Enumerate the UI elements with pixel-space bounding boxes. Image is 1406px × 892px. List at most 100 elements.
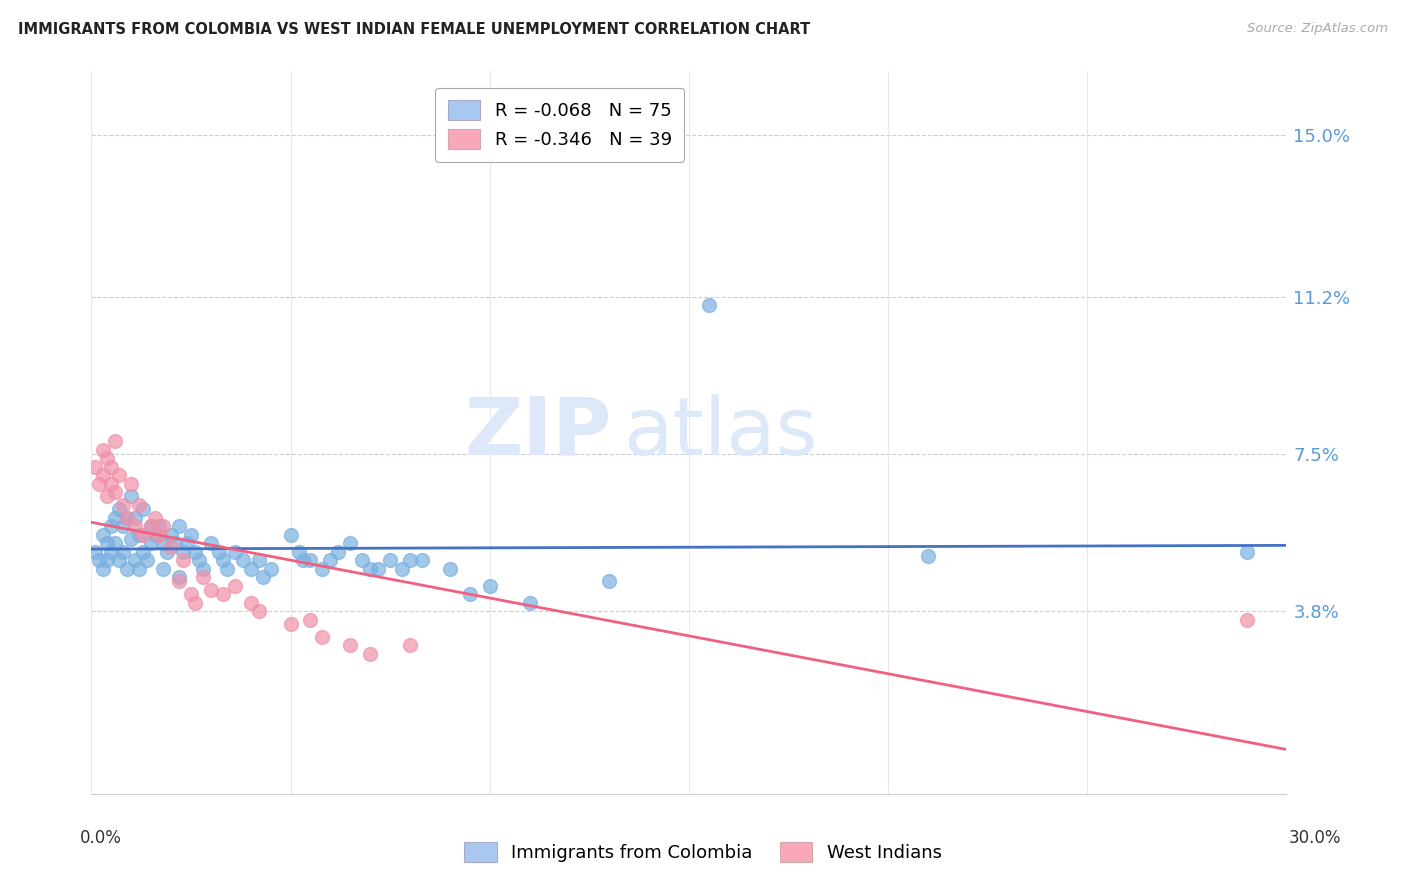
Text: 30.0%: 30.0% (1288, 829, 1341, 847)
Point (84, 459, 107, 474)
Point (96, 489, 118, 503)
Point (697, 298, 720, 312)
Legend: R = -0.068   N = 75, R = -0.346   N = 39: R = -0.068 N = 75, R = -0.346 N = 39 (434, 87, 685, 161)
Point (458, 587, 481, 601)
Point (152, 536, 174, 550)
Point (1236, 613, 1258, 627)
Point (439, 561, 461, 575)
Point (89, 476, 111, 491)
Point (287, 544, 309, 558)
Point (367, 561, 389, 575)
Point (247, 553, 270, 567)
Point (120, 532, 142, 546)
Point (115, 561, 138, 575)
Point (239, 561, 262, 575)
Point (176, 536, 198, 550)
Point (188, 553, 211, 567)
Point (143, 527, 166, 541)
Point (359, 647, 381, 661)
Point (339, 536, 361, 550)
Point (141, 519, 162, 533)
Point (141, 536, 162, 550)
Point (100, 544, 122, 558)
Point (167, 574, 190, 589)
Point (200, 536, 222, 550)
Point (124, 510, 146, 524)
Point (100, 476, 122, 491)
Legend: Immigrants from Colombia, West Indians: Immigrants from Colombia, West Indians (457, 835, 949, 870)
Point (352, 553, 374, 567)
Point (200, 582, 222, 597)
Point (232, 553, 254, 567)
Point (208, 544, 231, 558)
Point (148, 527, 170, 541)
Point (280, 616, 302, 631)
Point (96, 553, 118, 567)
Point (160, 541, 183, 555)
Point (112, 544, 135, 558)
Point (180, 587, 202, 601)
Point (519, 596, 541, 610)
Point (1236, 544, 1258, 558)
Point (143, 510, 166, 524)
Point (239, 596, 262, 610)
Point (104, 510, 127, 524)
Point (211, 587, 233, 601)
Point (152, 519, 174, 533)
Point (224, 544, 246, 558)
Point (124, 519, 146, 533)
Point (128, 527, 150, 541)
Point (108, 502, 131, 516)
Text: 0.0%: 0.0% (80, 829, 122, 847)
Text: ZIP: ZIP (464, 393, 612, 472)
Point (247, 604, 270, 618)
Point (280, 527, 302, 541)
Point (598, 574, 620, 589)
Point (160, 527, 183, 541)
Point (132, 527, 155, 541)
Point (478, 579, 501, 593)
Point (191, 570, 214, 584)
Point (411, 553, 433, 567)
Point (172, 553, 194, 567)
Point (172, 544, 194, 558)
Point (184, 596, 207, 610)
Point (328, 544, 350, 558)
Point (115, 510, 138, 524)
Point (184, 544, 207, 558)
Point (359, 561, 381, 575)
Point (252, 570, 274, 584)
Point (93, 442, 115, 457)
Point (112, 498, 135, 512)
Point (152, 561, 174, 575)
Point (93, 561, 115, 575)
Point (108, 553, 131, 567)
Point (311, 630, 333, 644)
Point (378, 553, 402, 567)
Point (104, 485, 127, 500)
Point (100, 519, 122, 533)
Point (115, 510, 138, 524)
Point (96, 536, 118, 550)
Point (399, 638, 422, 652)
Point (141, 519, 162, 533)
Point (291, 553, 314, 567)
Point (128, 561, 150, 575)
Point (299, 553, 322, 567)
Point (399, 553, 422, 567)
Point (917, 549, 939, 563)
Point (112, 519, 135, 533)
Point (311, 561, 333, 575)
Point (191, 561, 214, 575)
Point (89, 553, 111, 567)
Point (224, 579, 246, 593)
Point (156, 544, 179, 558)
Point (180, 527, 202, 541)
Text: Source: ZipAtlas.com: Source: ZipAtlas.com (1247, 22, 1388, 36)
Point (167, 519, 190, 533)
Point (108, 468, 131, 483)
Point (93, 527, 115, 541)
Point (120, 476, 142, 491)
Point (339, 638, 361, 652)
Point (93, 468, 115, 483)
